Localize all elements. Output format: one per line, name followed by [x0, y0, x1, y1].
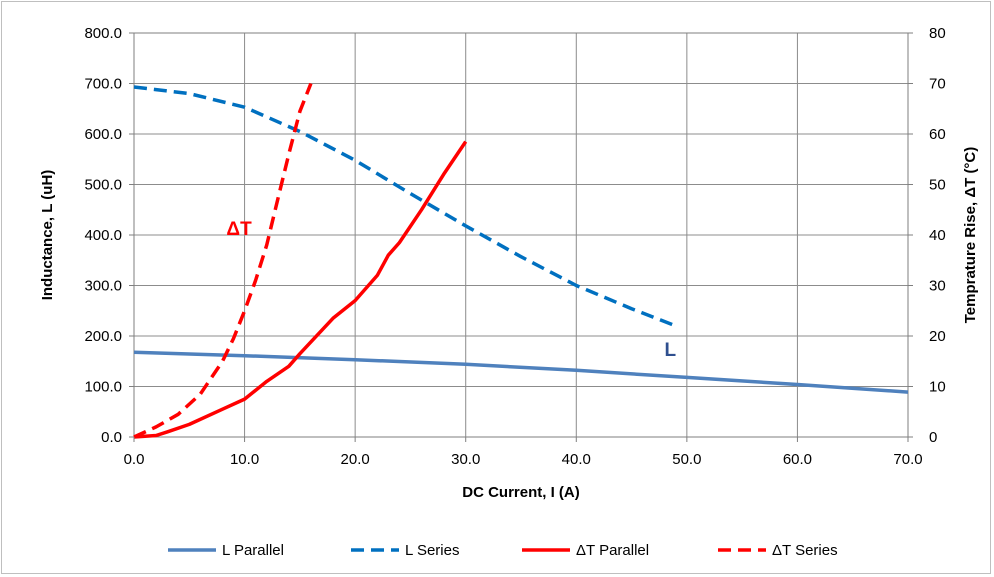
series-line-l-parallel [133, 350, 909, 394]
annotation-l: L [664, 340, 676, 361]
annotation-delta-t: ΔT [226, 219, 252, 240]
x-tick-label: 40.0 [562, 451, 591, 468]
x-tick-label: 10.0 [230, 451, 259, 468]
y-right-axis-ticks: 0 10 20 30 40 50 60 70 80 [908, 25, 946, 446]
y-right-tick-label: 20 [929, 328, 946, 345]
y-left-tick-label: 300.0 [84, 278, 122, 295]
x-axis-ticks: 0.0 10.0 20.0 30.0 40.0 50.0 60.0 70.0 [124, 437, 923, 468]
series-line-l-series [133, 85, 677, 328]
y-left-tick-label: 700.0 [84, 76, 122, 93]
x-tick-label: 60.0 [783, 451, 812, 468]
y-left-tick-label: 100.0 [84, 379, 122, 396]
x-tick-label: 50.0 [672, 451, 701, 468]
y-right-axis-title: Temprature Rise, ΔT (°C) [962, 147, 979, 324]
y-right-tick-label: 80 [929, 25, 946, 42]
y-left-tick-label: 800.0 [84, 25, 122, 42]
y-right-tick-label: 50 [929, 177, 946, 194]
x-tick-label: 70.0 [893, 451, 922, 468]
legend-label-l-parallel: L Parallel [222, 542, 284, 559]
y-left-tick-label: 500.0 [84, 177, 122, 194]
y-left-tick-label: 0.0 [101, 429, 122, 446]
y-right-tick-label: 70 [929, 76, 946, 93]
y-right-tick-label: 40 [929, 227, 946, 244]
y-right-tick-label: 30 [929, 278, 946, 295]
x-axis-title: DC Current, I (A) [462, 484, 580, 501]
x-tick-label: 20.0 [341, 451, 370, 468]
series-group [133, 82, 909, 439]
y-left-axis-ticks: 0.0 100.0 200.0 300.0 400.0 500.0 600.0 700.0 80… [84, 25, 134, 446]
y-right-tick-label: 0 [929, 429, 937, 446]
legend-label-l-series: L Series [405, 542, 459, 559]
x-tick-label: 0.0 [124, 451, 145, 468]
series-line-delta-t-series [133, 82, 313, 439]
y-left-tick-label: 600.0 [84, 126, 122, 143]
legend-label-delta-t-series: ΔT Series [772, 542, 838, 559]
y-left-axis-title: Inductance, L (uH) [39, 170, 56, 301]
y-left-tick-label: 200.0 [84, 328, 122, 345]
annotations: ΔT L [226, 219, 676, 361]
y-right-tick-label: 10 [929, 379, 946, 396]
series-line-delta-t-parallel [133, 140, 468, 439]
legend-label-delta-t-parallel: ΔT Parallel [576, 542, 649, 559]
legend: L Parallel L Series ΔT Parallel ΔT Series [168, 542, 838, 559]
y-left-tick-label: 400.0 [84, 227, 122, 244]
x-tick-label: 30.0 [451, 451, 480, 468]
y-right-tick-label: 60 [929, 126, 946, 143]
